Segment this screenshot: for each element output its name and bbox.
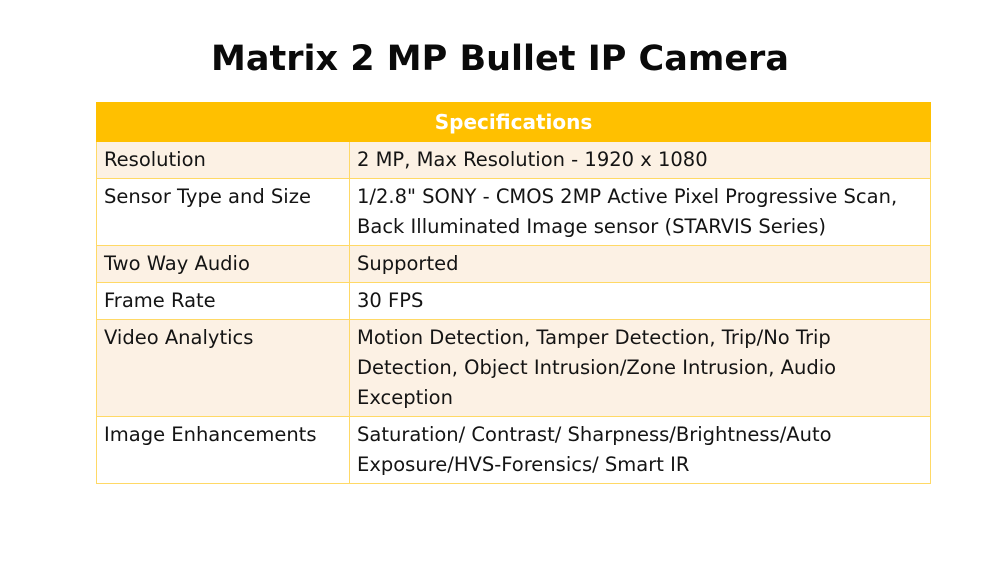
spec-label: Frame Rate (96, 282, 350, 320)
spec-value: Saturation/ Contrast/ Sharpness/Brightne… (348, 416, 932, 484)
spec-label: Resolution (96, 141, 350, 179)
table-row: Two Way Audio Supported (96, 245, 932, 283)
table-row: Frame Rate 30 FPS (96, 282, 932, 320)
spec-value: 1/2.8" SONY - CMOS 2MP Active Pixel Prog… (348, 178, 932, 246)
spec-label: Two Way Audio (96, 245, 350, 283)
spec-label: Video Analytics (96, 319, 350, 417)
spec-value: 2 MP, Max Resolution - 1920 x 1080 (348, 141, 932, 179)
table-row: Sensor Type and Size 1/2.8" SONY - CMOS … (96, 178, 932, 246)
spec-label: Image Enhancements (96, 416, 350, 484)
table-header-row: Specifications (95, 102, 932, 142)
table-row: Video Analytics Motion Detection, Tamper… (96, 319, 932, 417)
table-header: Specifications (95, 102, 932, 142)
page-title: Matrix 2 MP Bullet IP Camera (211, 39, 789, 79)
spec-value: 30 FPS (348, 282, 932, 320)
table-row: Image Enhancements Saturation/ Contrast/… (96, 416, 932, 484)
specifications-table: Specifications Resolution 2 MP, Max Reso… (95, 102, 932, 484)
spec-value: Motion Detection, Tamper Detection, Trip… (348, 319, 932, 417)
table-row: Resolution 2 MP, Max Resolution - 1920 x… (96, 141, 932, 179)
spec-value: Supported (348, 245, 932, 283)
spec-label: Sensor Type and Size (96, 178, 350, 246)
